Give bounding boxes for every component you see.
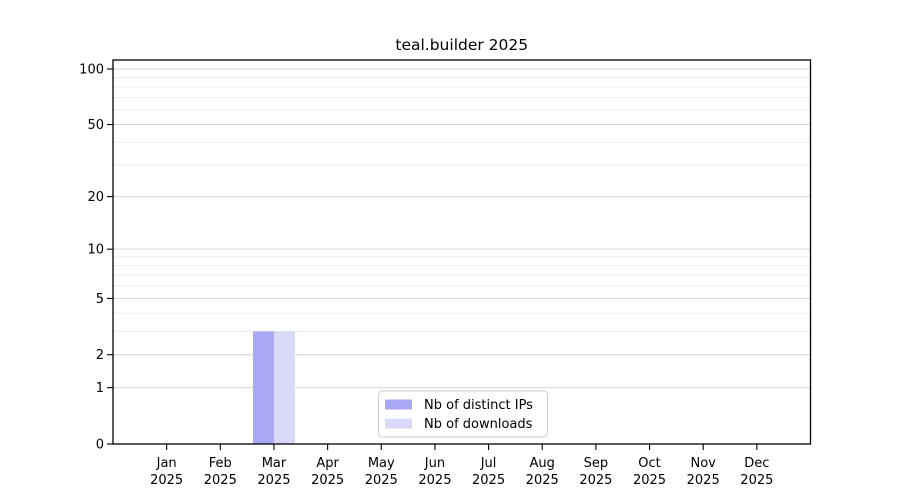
- month-label: Aug 2025: [526, 456, 559, 488]
- bar-downloads: [273, 331, 295, 444]
- chart-title: teal.builder 2025: [395, 36, 528, 54]
- x-axis: Jan 2025 Feb 2025 Mar 2025 Apr 2025 May 2025 Jun 20…: [150, 444, 773, 488]
- legend-box: [378, 390, 548, 438]
- month-year: 2025: [526, 473, 559, 488]
- major-gridlines: [113, 68, 811, 389]
- month-label: May 2025: [365, 456, 398, 488]
- month-name: Nov: [691, 456, 717, 471]
- minor-gridlines: [113, 76, 811, 332]
- month-label: Jan 2025: [150, 456, 183, 488]
- month-year: 2025: [257, 473, 290, 488]
- month-label: Jul 2025: [472, 456, 505, 488]
- y-tick-label: 0: [96, 438, 104, 453]
- y-tick-label: 5: [96, 292, 104, 307]
- month-label: Oct 2025: [633, 456, 666, 488]
- legend-swatch-downloads: [385, 418, 412, 429]
- y-tick-label: 50: [87, 118, 104, 133]
- month-name: Feb: [209, 456, 232, 471]
- month-name: Jan: [156, 456, 177, 471]
- y-tick-label: 1: [96, 381, 104, 396]
- y-tick-label: 20: [87, 190, 104, 205]
- month-year: 2025: [418, 473, 451, 488]
- month-year: 2025: [365, 473, 398, 488]
- month-year: 2025: [579, 473, 612, 488]
- month-label: Apr 2025: [311, 456, 344, 488]
- month-name: Sep: [584, 456, 609, 471]
- month-year: 2025: [687, 473, 720, 488]
- bars: [252, 331, 295, 444]
- legend-label-distinct-ips: Nb of distinct IPs: [424, 398, 533, 413]
- month-year: 2025: [472, 473, 505, 488]
- month-name: Dec: [744, 456, 769, 471]
- month-year: 2025: [150, 473, 183, 488]
- y-tick-label: 10: [87, 243, 104, 258]
- month-name: Jun: [424, 456, 445, 471]
- month-name: Apr: [316, 456, 339, 471]
- month-label: Mar 2025: [257, 456, 290, 488]
- month-name: May: [368, 456, 395, 471]
- month-label: Feb 2025: [204, 456, 237, 488]
- month-year: 2025: [633, 473, 666, 488]
- month-name: Jul: [480, 456, 497, 471]
- legend: Nb of distinct IPs Nb of downloads: [378, 390, 548, 438]
- bar-distinct-ips: [252, 331, 274, 444]
- y-tick-label: 100: [79, 63, 104, 78]
- month-year: 2025: [740, 473, 773, 488]
- legend-swatch-distinct-ips: [385, 399, 412, 410]
- plot-border: [112, 59, 812, 445]
- month-year: 2025: [204, 473, 237, 488]
- month-name: Mar: [262, 456, 287, 471]
- month-label: Nov 2025: [687, 456, 720, 488]
- y-axis: 0 1 2 5 10 20 50 100: [79, 63, 113, 453]
- month-label: Dec 2025: [740, 456, 773, 488]
- month-label: Sep 2025: [579, 456, 612, 488]
- legend-label-downloads: Nb of downloads: [424, 417, 533, 432]
- month-label: Jun 2025: [418, 456, 451, 488]
- y-tick-label: 2: [96, 348, 104, 363]
- month-name: Oct: [638, 456, 660, 471]
- month-year: 2025: [311, 473, 344, 488]
- month-name: Aug: [530, 456, 555, 471]
